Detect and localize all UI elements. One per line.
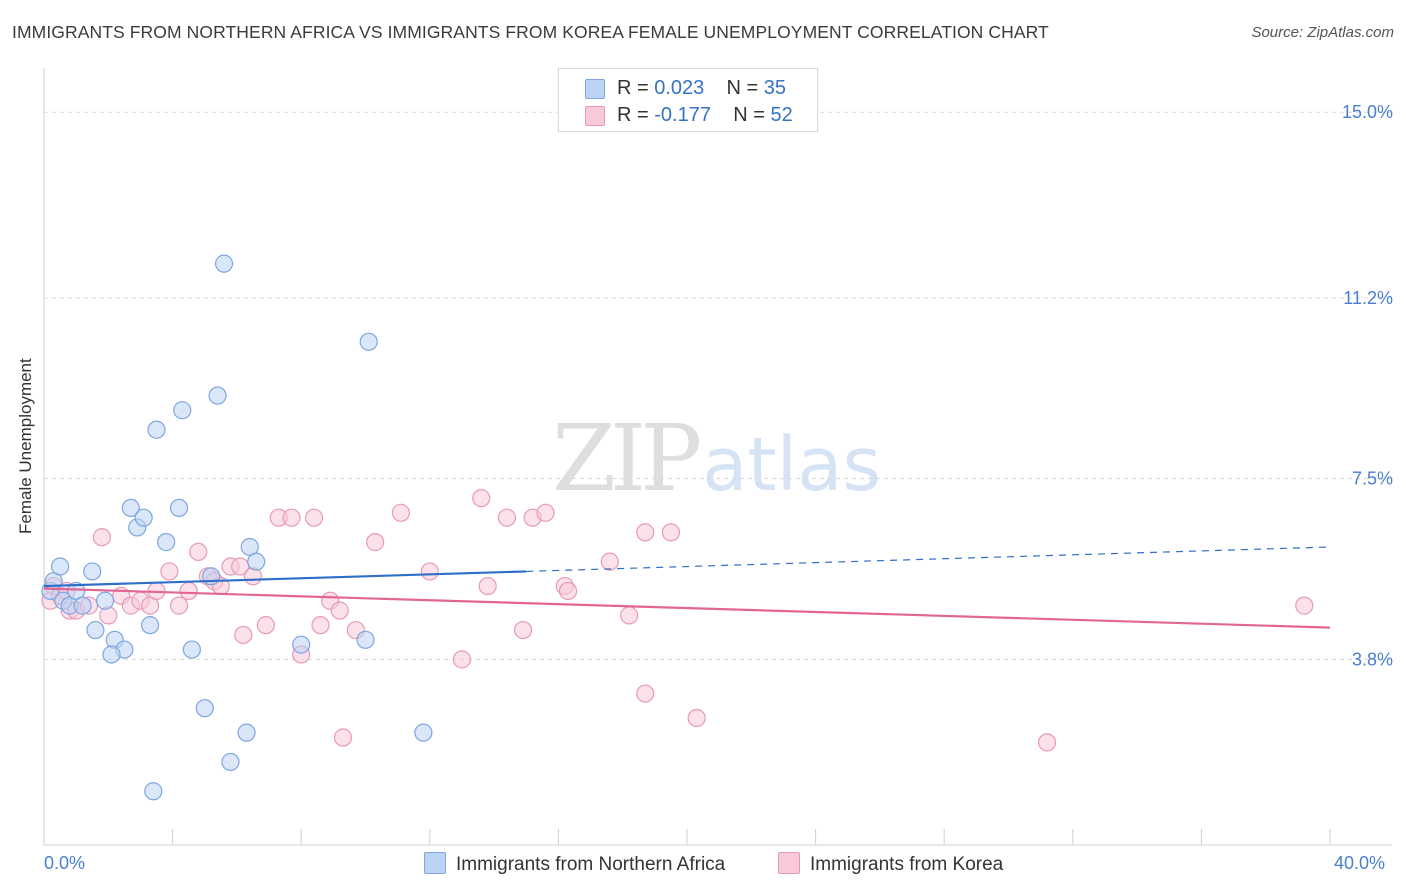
data-point-northern-africa bbox=[73, 596, 92, 615]
data-point-korea bbox=[600, 552, 619, 571]
source-label: Source: ZipAtlas.com bbox=[1251, 24, 1394, 41]
data-point-korea bbox=[391, 503, 410, 522]
legend-swatch-pink bbox=[585, 106, 605, 126]
data-point-northern-africa bbox=[247, 552, 266, 571]
data-point-korea bbox=[636, 684, 655, 703]
data-point-korea bbox=[1295, 596, 1314, 615]
data-point-korea bbox=[330, 601, 349, 620]
n-value: 35 bbox=[763, 77, 787, 99]
data-point-korea bbox=[452, 650, 472, 669]
legend-item-korea: Immigrants from Korea bbox=[778, 852, 1003, 876]
data-point-northern-africa bbox=[147, 420, 166, 439]
data-point-korea bbox=[420, 562, 439, 581]
chart-title: IMMIGRANTS FROM NORTHERN AFRICA VS IMMIG… bbox=[12, 22, 1049, 42]
r-label: R = bbox=[617, 104, 655, 126]
data-point-korea bbox=[472, 489, 491, 508]
data-point-northern-africa bbox=[144, 782, 163, 801]
y-tick-label: 7.5% bbox=[1352, 469, 1393, 489]
data-point-korea bbox=[366, 533, 385, 552]
r-value: -0.177 bbox=[654, 104, 711, 126]
watermark: ZIPatlas bbox=[552, 405, 881, 512]
data-point-northern-africa bbox=[134, 508, 153, 527]
data-point-northern-africa bbox=[173, 401, 192, 420]
data-point-northern-africa bbox=[208, 386, 227, 405]
x-tick-label-end: 40.0% bbox=[1334, 853, 1386, 873]
legend-item-northern-africa: Immigrants from Northern Africa bbox=[424, 852, 725, 876]
data-point-korea bbox=[636, 523, 655, 542]
data-point-northern-africa bbox=[195, 699, 214, 718]
data-point-northern-africa bbox=[83, 562, 102, 581]
data-point-korea bbox=[333, 728, 353, 747]
trend-line-northern-africa-projection bbox=[526, 546, 1331, 573]
data-point-northern-africa bbox=[214, 254, 234, 273]
data-point-korea bbox=[661, 523, 681, 542]
data-point-korea bbox=[256, 616, 275, 635]
data-point-korea bbox=[189, 542, 208, 561]
data-point-korea bbox=[179, 581, 198, 601]
data-point-northern-africa bbox=[50, 557, 70, 576]
n-label: N = bbox=[726, 77, 764, 99]
data-point-korea bbox=[558, 581, 578, 601]
data-point-northern-africa bbox=[157, 533, 176, 552]
data-point-korea bbox=[92, 528, 111, 547]
x-tick-label-start: 0.0% bbox=[44, 853, 86, 873]
n-value: 52 bbox=[770, 104, 793, 126]
y-tick-label: 15.0% bbox=[1342, 102, 1393, 122]
data-point-korea bbox=[169, 596, 189, 615]
y-tick-label: 3.8% bbox=[1352, 649, 1393, 669]
stats-legend: R = 0.023 N = 35 R = -0.177 N = 52 bbox=[558, 68, 818, 132]
data-point-korea bbox=[687, 708, 706, 728]
data-point-northern-africa bbox=[86, 620, 105, 640]
watermark-atlas: atlas bbox=[702, 422, 881, 508]
data-point-northern-africa bbox=[292, 635, 311, 654]
watermark-zip: ZIP bbox=[552, 405, 702, 512]
legend-swatch-pink bbox=[778, 852, 800, 874]
legend-label: Immigrants from Korea bbox=[810, 854, 1004, 875]
data-point-northern-africa bbox=[359, 332, 378, 351]
data-point-korea bbox=[536, 503, 555, 522]
data-point-korea bbox=[497, 508, 517, 527]
data-point-korea bbox=[478, 576, 497, 596]
legend-label: Immigrants from Northern Africa bbox=[456, 854, 726, 875]
data-point-northern-africa bbox=[356, 630, 375, 649]
data-point-northern-africa bbox=[414, 723, 433, 742]
data-point-korea bbox=[234, 625, 253, 645]
data-point-northern-africa bbox=[121, 498, 140, 518]
data-point-northern-africa bbox=[140, 616, 160, 635]
data-point-northern-africa bbox=[169, 498, 189, 518]
trend-line-korea bbox=[43, 587, 1331, 629]
legend-swatch-blue bbox=[424, 852, 446, 874]
data-point-korea bbox=[1037, 733, 1057, 752]
r-label: R = bbox=[617, 77, 655, 99]
data-point-korea bbox=[99, 606, 118, 625]
legend-swatch-blue bbox=[585, 79, 605, 99]
r-value: 0.023 bbox=[654, 77, 705, 99]
data-point-korea bbox=[620, 606, 639, 625]
data-point-northern-africa bbox=[221, 752, 240, 772]
data-point-northern-africa bbox=[95, 591, 115, 610]
data-point-korea bbox=[243, 567, 263, 586]
y-axis-label: Female Unemployment bbox=[16, 358, 35, 534]
n-label: N = bbox=[733, 104, 771, 126]
y-tick-label: 11.2% bbox=[1343, 288, 1393, 308]
data-point-korea bbox=[160, 562, 179, 581]
data-point-northern-africa bbox=[102, 645, 121, 664]
trend-line-northern-africa bbox=[43, 570, 527, 588]
data-point-northern-africa bbox=[237, 723, 256, 742]
data-point-northern-africa bbox=[182, 640, 201, 659]
data-point-korea bbox=[282, 508, 301, 527]
data-point-korea bbox=[304, 508, 324, 527]
data-point-korea bbox=[311, 616, 330, 635]
data-point-korea bbox=[513, 620, 533, 640]
